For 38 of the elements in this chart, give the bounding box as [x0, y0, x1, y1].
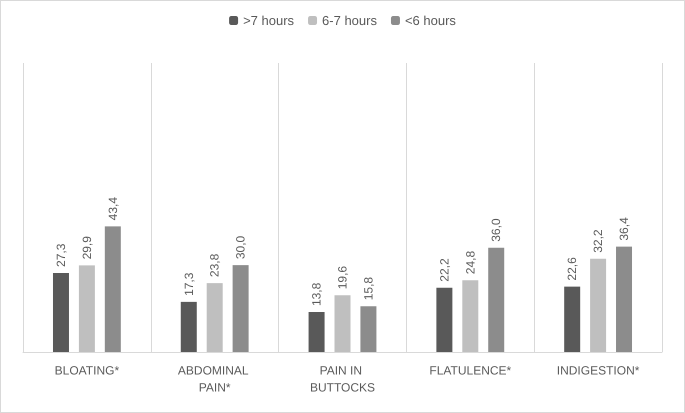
bar — [590, 258, 606, 352]
x-tick-label: BLOATING* — [54, 364, 120, 378]
bar — [206, 283, 223, 352]
bar — [488, 248, 504, 352]
data-label: 22,6 — [565, 256, 580, 281]
bar — [462, 280, 478, 352]
bar — [334, 295, 350, 352]
bar — [616, 246, 632, 352]
bar — [104, 226, 121, 352]
data-label: 24,8 — [463, 250, 478, 274]
data-label: 19,6 — [336, 266, 350, 290]
legend-label: 6-7 hours — [322, 13, 378, 28]
bar — [436, 288, 452, 352]
bar — [360, 306, 376, 352]
x-tick-label: PAIN IN BUTTOCKS — [310, 364, 376, 394]
bar — [52, 272, 69, 352]
x-tick-label: INDIGESTION* — [556, 364, 640, 378]
legend-label: >7 hours — [243, 13, 295, 28]
x-tick-label: ABDOMINAL PAIN* — [178, 364, 252, 394]
bar — [308, 312, 325, 352]
legend-label: <6 hours — [404, 13, 456, 28]
bar — [180, 302, 197, 352]
data-label: 36,0 — [489, 218, 504, 242]
bar — [232, 265, 249, 352]
data-label: 32,2 — [591, 229, 606, 253]
data-label: 43,4 — [106, 196, 120, 220]
data-label: 30,0 — [234, 235, 248, 260]
data-label: 22,2 — [437, 258, 452, 282]
data-label: 23,8 — [208, 253, 222, 278]
data-label: 27,3 — [54, 243, 68, 267]
data-label: 17,3 — [182, 272, 196, 296]
bar — [78, 265, 95, 352]
bar — [564, 286, 580, 352]
data-label: 36,4 — [617, 216, 632, 241]
data-label: 13,8 — [310, 282, 324, 306]
data-label: 29,9 — [80, 236, 94, 260]
x-tick-label: FLATULENCE* — [429, 364, 512, 378]
data-label: 15,8 — [361, 276, 376, 300]
